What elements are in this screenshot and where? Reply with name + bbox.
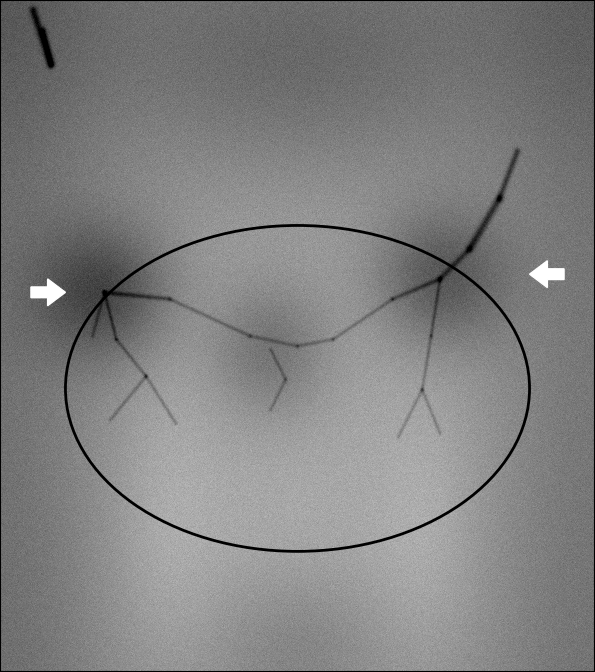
FancyArrow shape <box>530 261 564 288</box>
FancyArrow shape <box>31 279 65 306</box>
